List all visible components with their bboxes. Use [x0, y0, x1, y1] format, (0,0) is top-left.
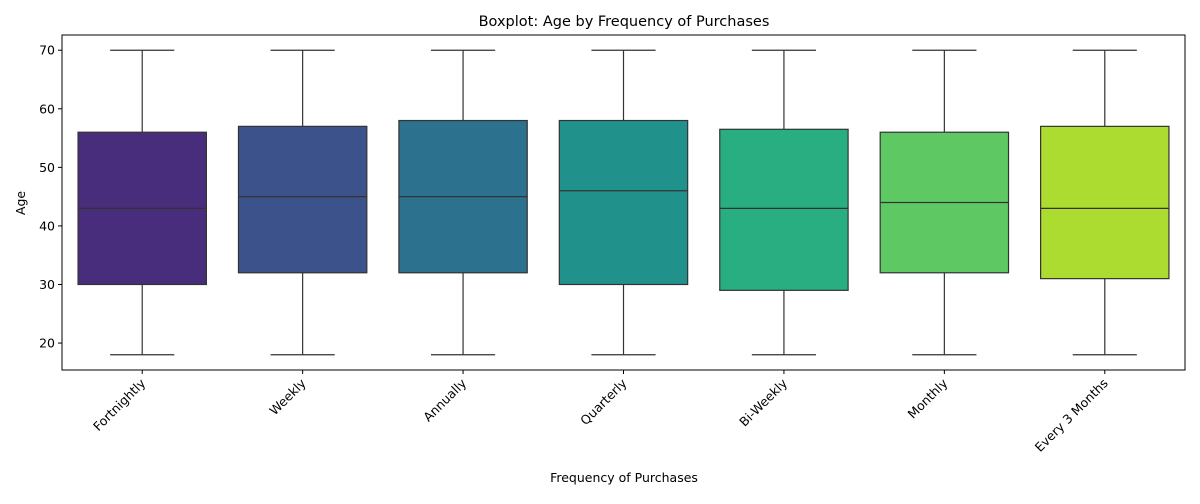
y-tick-label: 40 [39, 218, 55, 233]
x-tick-label: Annually [420, 375, 469, 424]
y-tick-label: 30 [39, 277, 55, 292]
x-tick-label: Bi-Weekly [736, 375, 790, 429]
x-tick-label: Quarterly [577, 375, 630, 428]
box-4 [719, 128, 849, 291]
y-tick-label: 60 [39, 101, 55, 116]
chart-title: Boxplot: Age by Frequency of Purchases [479, 14, 770, 30]
x-tick-label: Monthly [904, 375, 950, 421]
box-1 [237, 125, 368, 274]
x-tick-label: Every 3 Months [1032, 376, 1111, 455]
x-axis-label: Frequency of Purchases [550, 470, 698, 485]
y-tick-label: 20 [39, 336, 55, 351]
box-6 [1040, 125, 1170, 280]
y-tick-label: 70 [39, 43, 55, 58]
y-tick-label: 50 [39, 160, 55, 175]
box-3 [558, 119, 689, 286]
x-tick-label: Weekly [266, 375, 309, 418]
plot-area: 20 30 40 50 60 70 Fortnightly Weekly Annually Qua… [39, 34, 1186, 455]
y-axis-label: Age [13, 191, 28, 215]
x-tick-label: Fortnightly [90, 375, 149, 434]
